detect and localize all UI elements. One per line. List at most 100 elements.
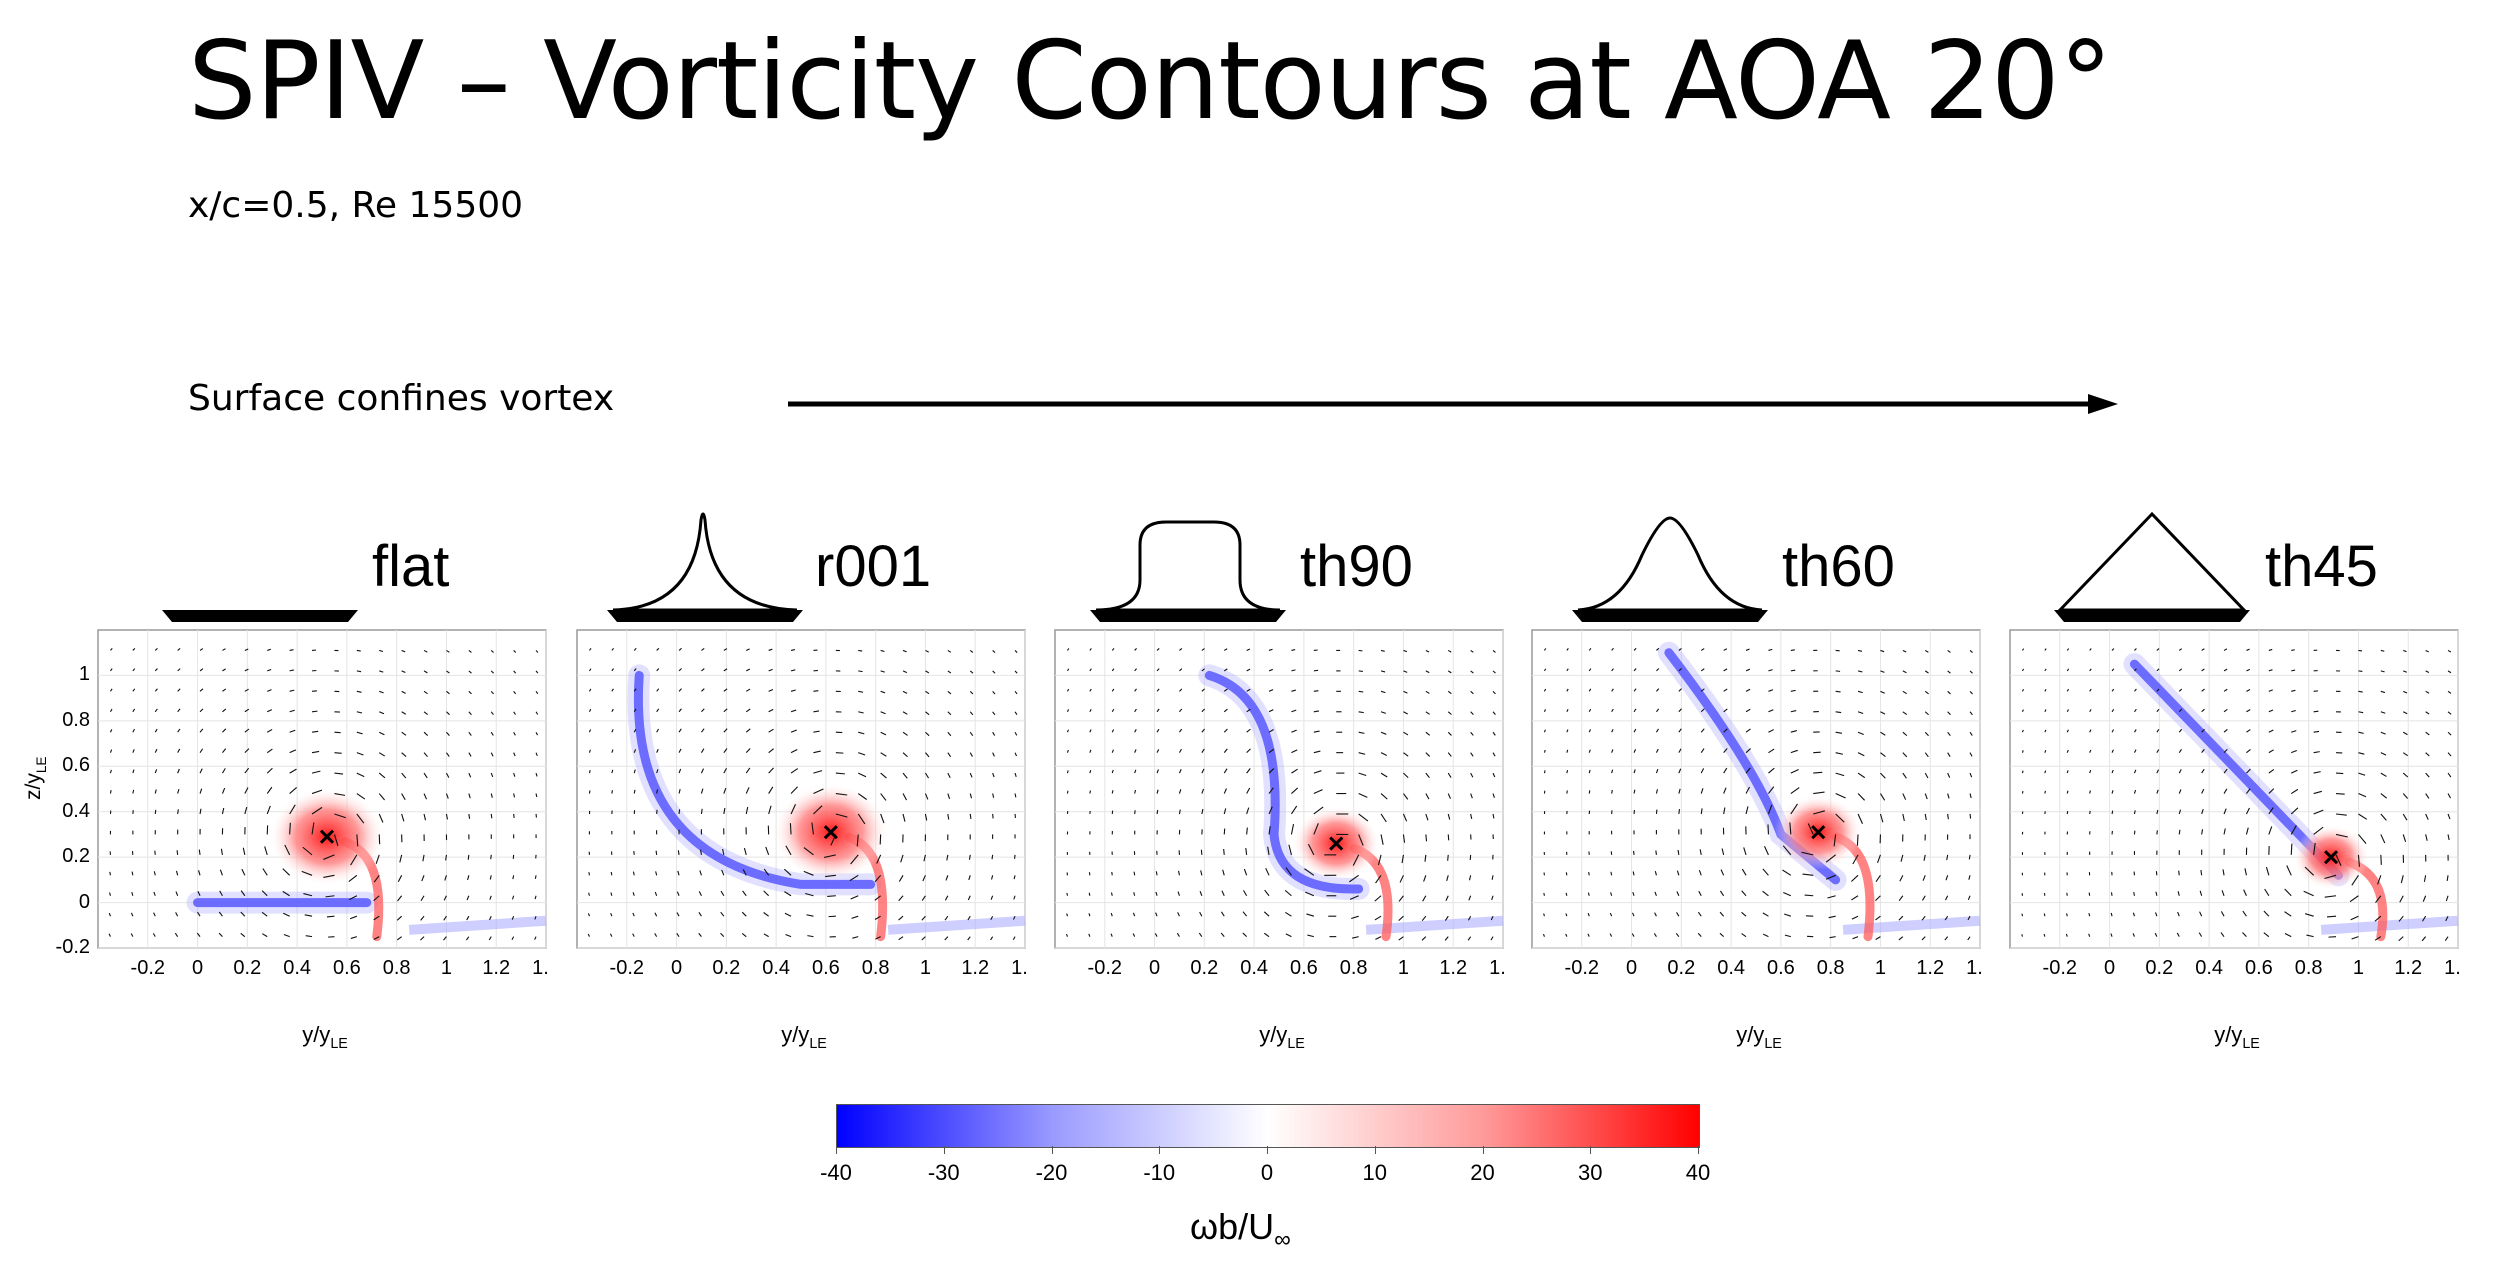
velocity-vector — [2268, 669, 2273, 672]
velocity-vector — [1156, 648, 1160, 651]
velocity-vector — [1902, 711, 1908, 715]
velocity-vector — [1291, 709, 1297, 713]
velocity-vector — [633, 688, 637, 692]
velocity-vector — [1201, 688, 1205, 692]
velocity-vector — [1242, 932, 1248, 938]
velocity-vector — [241, 868, 246, 876]
velocity-vector — [1201, 708, 1205, 713]
velocity-vector — [768, 688, 774, 692]
velocity-vector — [1380, 670, 1386, 673]
velocity-vector — [1857, 711, 1864, 714]
velocity-vector — [2044, 729, 2047, 733]
velocity-vector — [768, 767, 774, 774]
velocity-vector — [784, 912, 792, 917]
velocity-vector — [1745, 806, 1749, 815]
velocity-vector — [632, 933, 635, 937]
velocity-vector — [611, 769, 614, 774]
velocity-vector — [990, 875, 994, 880]
velocity-vector — [1268, 748, 1275, 754]
velocity-vector — [1969, 731, 1973, 736]
velocity-vector — [199, 708, 204, 713]
velocity-vector — [2201, 768, 2205, 774]
velocity-vector — [1723, 807, 1726, 815]
velocity-vector — [397, 875, 403, 883]
velocity-vector — [875, 936, 881, 940]
velocity-vector — [1285, 867, 1292, 876]
velocity-vector — [1291, 669, 1296, 672]
velocity-vector — [2065, 933, 2068, 937]
velocity-vector — [925, 711, 930, 716]
velocity-vector — [1014, 690, 1018, 695]
velocity-vector — [1723, 787, 1727, 794]
velocity-vector — [1447, 793, 1452, 799]
velocity-vector — [1588, 647, 1592, 651]
velocity-vector — [2380, 711, 2386, 714]
velocity-vector — [1835, 690, 1841, 693]
x-tick-label: 0.8 — [2295, 957, 2323, 979]
colorbar-tick-label: 20 — [1470, 1160, 1495, 1185]
velocity-vector — [373, 915, 380, 921]
velocity-vector — [763, 912, 769, 917]
velocity-vector — [423, 793, 428, 800]
velocity-vector — [444, 875, 447, 881]
velocity-vector — [1425, 834, 1428, 842]
slide-title: SPIV – Vorticity Contours at AOA 20° — [188, 19, 2113, 144]
colorbar-tick-mark — [1051, 1146, 1053, 1154]
velocity-vector — [2111, 749, 2114, 753]
velocity-vector — [132, 769, 135, 774]
velocity-vector — [1178, 789, 1182, 794]
velocity-vector — [468, 711, 472, 716]
velocity-vector — [654, 891, 658, 896]
velocity-vector — [1700, 708, 1705, 713]
velocity-vector — [350, 854, 358, 866]
velocity-vector — [1425, 772, 1430, 779]
velocity-vector — [154, 769, 158, 774]
velocity-vector — [244, 708, 250, 713]
velocity-vector — [2380, 793, 2388, 799]
velocity-vector — [535, 731, 539, 736]
colorbar-tick-mark — [1159, 1146, 1161, 1154]
velocity-vector — [302, 846, 313, 856]
velocity-vector — [1243, 868, 1248, 876]
velocity-vector — [969, 670, 974, 674]
velocity-vector — [1700, 668, 1705, 672]
velocity-vector — [2324, 895, 2337, 898]
velocity-vector — [1880, 772, 1886, 779]
velocity-vector — [898, 895, 904, 902]
velocity-vector — [443, 936, 447, 941]
velocity-vector — [109, 769, 112, 774]
velocity-vector — [824, 854, 836, 858]
velocity-vector — [177, 748, 181, 753]
velocity-vector — [1678, 788, 1681, 794]
velocity-vector — [2447, 711, 2452, 715]
velocity-vector — [1543, 770, 1546, 774]
velocity-vector — [1835, 752, 1844, 755]
velocity-vector — [2336, 792, 2345, 795]
velocity-vector — [2154, 932, 2158, 937]
velocity-vector — [132, 728, 135, 733]
velocity-vector — [1445, 895, 1449, 901]
velocity-vector — [511, 936, 515, 941]
velocity-vector — [1447, 670, 1452, 674]
velocity-vector — [2447, 834, 2450, 841]
velocity-vector — [1313, 750, 1321, 754]
velocity-vector — [858, 752, 866, 756]
velocity-vector — [174, 932, 179, 937]
velocity-vector — [2201, 728, 2205, 733]
velocity-vector — [1654, 912, 1657, 917]
colorbar-tick-mark — [1482, 1146, 1484, 1154]
velocity-vector — [763, 890, 770, 897]
velocity-vector — [857, 813, 866, 825]
velocity-vector — [109, 790, 112, 794]
velocity-vector — [678, 748, 682, 753]
velocity-vector — [1375, 874, 1382, 884]
velocity-vector — [222, 748, 227, 754]
velocity-vector — [2066, 688, 2070, 692]
velocity-vector — [1492, 670, 1496, 674]
velocity-vector — [2132, 933, 2135, 937]
velocity-vector — [925, 752, 930, 758]
velocity-vector — [1857, 649, 1863, 652]
velocity-vector — [334, 752, 342, 754]
velocity-vector — [1924, 690, 1929, 695]
vorticity-plot-flat: -0.2 0 0.2 0.4 0.6 0.8 1 1.2 1.4 — [97, 629, 548, 979]
